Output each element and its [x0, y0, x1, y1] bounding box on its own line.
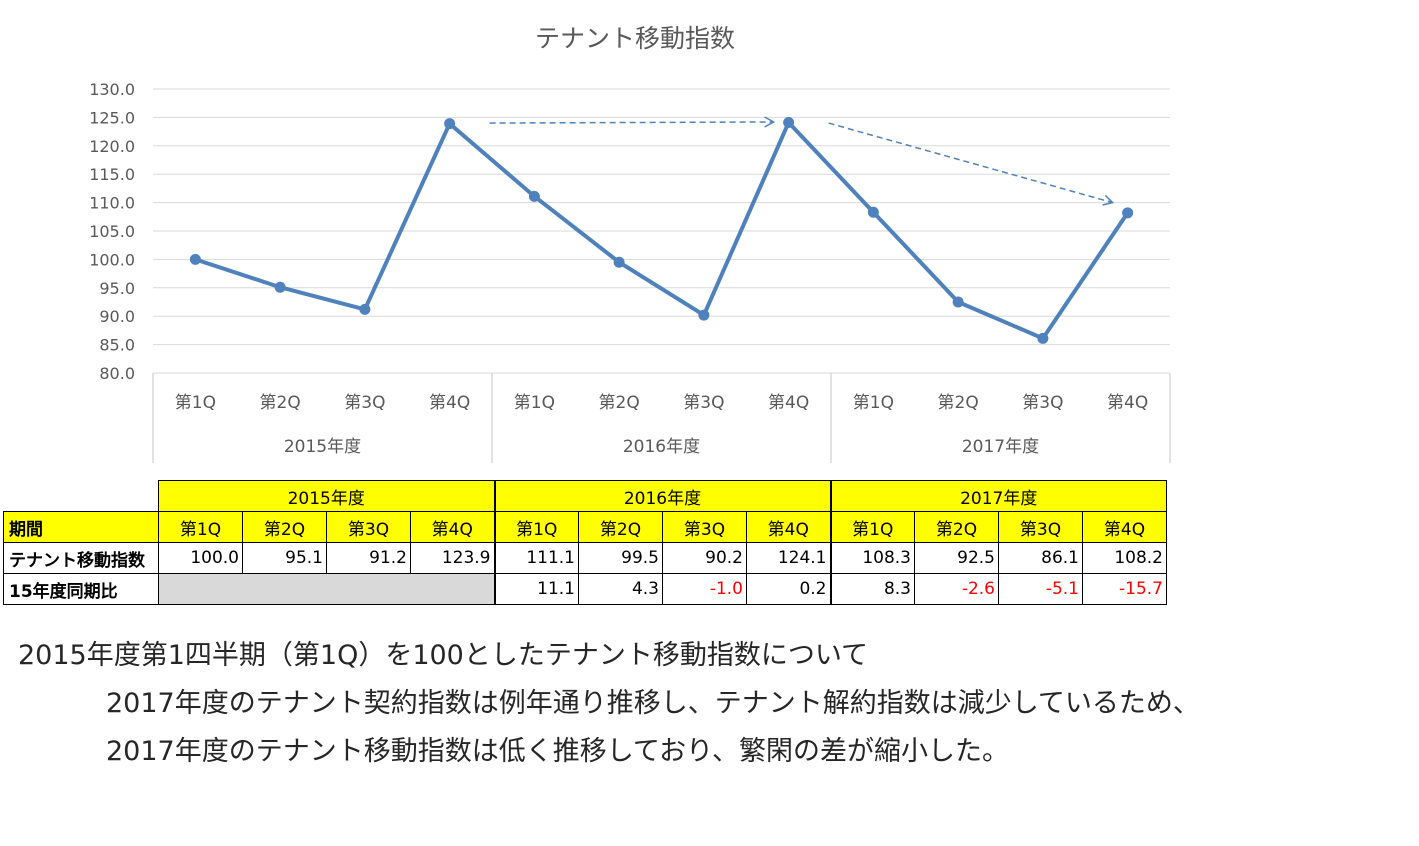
y-tick-label: 95.0 [99, 279, 135, 298]
table-index-value: 108.3 [829, 542, 915, 574]
data-point [867, 206, 879, 218]
table-year-2017: 2017年度 [829, 480, 1167, 512]
data-point [952, 296, 964, 308]
table-yoy-row: 15年度同期比 11.1 4.3 -1.0 0.2 8.3 -2.6 -5.1 … [3, 573, 1167, 605]
table-index-value: 108.2 [1082, 542, 1167, 574]
table-quarter: 第2Q [914, 511, 999, 543]
chart-title: テナント移動指数 [535, 24, 735, 53]
table-index-row: テナント移動指数 100.0 95.1 91.2 123.9 111.1 99.… [3, 542, 1167, 574]
data-point [359, 303, 371, 315]
line-chart: テナント移動指数 130.0125.0120.0115.0110.0105.01… [89, 24, 1171, 463]
x-tick-label: 第3Q [1022, 393, 1063, 413]
y-tick-label: 120.0 [89, 137, 135, 156]
x-tick-label: 第1Q [175, 393, 216, 413]
note-line-1: 2015年度第1四半期（第1Q）を100としたテナント移動指数について [18, 640, 869, 671]
data-point [274, 281, 286, 293]
table-yoy-value: 11.1 [493, 573, 579, 605]
table-index-value: 91.2 [326, 542, 411, 574]
x-group-label: 2016年度 [623, 437, 700, 457]
table-index-value: 90.2 [662, 542, 747, 574]
data-point [189, 253, 201, 265]
table-quarter: 第1Q [493, 511, 579, 543]
x-tick-label: 第2Q [260, 393, 301, 413]
table-index-value: 124.1 [746, 542, 831, 574]
table-index-value: 95.1 [242, 542, 327, 574]
x-tick-label: 第2Q [599, 393, 640, 413]
x-group-label: 2017年度 [962, 437, 1039, 457]
trend-arrow [828, 122, 1115, 206]
y-tick-label: 85.0 [99, 336, 135, 355]
table-year-2016: 2016年度 [493, 480, 831, 512]
table-yoy-value: 8.3 [829, 573, 915, 605]
data-table: 2015年度 2016年度 2017年度 期間 第1Q 第2Q 第3Q 第4Q … [3, 480, 1167, 605]
x-tick-label: 第4Q [1107, 393, 1148, 413]
gridlines [153, 88, 1170, 374]
table-quarter: 第1Q [158, 511, 243, 543]
table-quarter: 第3Q [662, 511, 747, 543]
data-point [1037, 332, 1049, 344]
data-point [698, 309, 710, 321]
table-index-value: 111.1 [493, 542, 579, 574]
x-tick-label: 第1Q [853, 393, 894, 413]
series-line [189, 117, 1134, 344]
x-tick-label: 第1Q [514, 393, 555, 413]
table-index-label: テナント移動指数 [3, 542, 159, 574]
table-index-value: 100.0 [158, 542, 243, 574]
y-tick-label: 80.0 [99, 364, 135, 383]
table-yoy-value: 0.2 [746, 573, 831, 605]
table-quarter: 第3Q [326, 511, 411, 543]
table-index-value: 86.1 [998, 542, 1083, 574]
table-quarter: 第2Q [578, 511, 663, 543]
x-tick-label: 第4Q [768, 393, 809, 413]
table-yoy-label: 15年度同期比 [3, 573, 159, 605]
x-group-label: 2015年度 [284, 437, 361, 457]
table-quarter: 第4Q [746, 511, 831, 543]
data-point [783, 117, 795, 129]
table-index-value: 123.9 [410, 542, 495, 574]
table-corner [4, 481, 159, 512]
note-line-3: 2017年度のテナント移動指数は低く推移しており、繁閑の差が縮小した。 [106, 736, 1010, 767]
table-period-label: 期間 [3, 511, 159, 543]
table-quarter: 第3Q [998, 511, 1083, 543]
table-yoy-value: -1.0 [662, 573, 747, 605]
x-tick-label: 第3Q [683, 393, 724, 413]
table-year-row: 2015年度 2016年度 2017年度 [4, 480, 1167, 512]
y-axis-ticks: 130.0 125.0 120.0 115.0 110.0 105.0 100.0 95.0 9… [89, 80, 135, 383]
table-index-value: 92.5 [914, 542, 999, 574]
x-tick-label: 第4Q [429, 393, 470, 413]
y-tick-label: 90.0 [99, 307, 135, 326]
table-index-value: 99.5 [578, 542, 663, 574]
table-yoy-blank [158, 573, 495, 605]
table-quarter: 第1Q [829, 511, 915, 543]
x-tick-label: 第2Q [938, 393, 979, 413]
table-quarter: 第2Q [242, 511, 327, 543]
table-yoy-value: -2.6 [914, 573, 999, 605]
trend-arrows [489, 116, 1115, 206]
trend-arrow [489, 116, 776, 128]
table-year-2015: 2015年度 [158, 480, 495, 512]
table-yoy-value: -5.1 [998, 573, 1083, 605]
notes-text: 2015年度第1四半期（第1Q）を100としたテナント移動指数について 2017… [18, 632, 1408, 776]
y-tick-label: 110.0 [89, 194, 135, 213]
data-point [613, 256, 625, 268]
table-yoy-value: 4.3 [578, 573, 663, 605]
table-yoy-value: -15.7 [1082, 573, 1167, 605]
data-point [528, 190, 540, 202]
y-tick-label: 100.0 [89, 250, 135, 269]
table-quarter: 第4Q [410, 511, 495, 543]
y-tick-label: 130.0 [89, 80, 135, 99]
data-point [1122, 207, 1134, 219]
data-point [444, 118, 456, 130]
y-tick-label: 115.0 [89, 165, 135, 184]
note-line-2: 2017年度のテナント契約指数は例年通り推移し、テナント解約指数は減少しているた… [106, 688, 1200, 719]
x-axis: 第1Q 第2Q 第3Q 第4Q 第1Q 第2Q 第3Q 第4Q 第1Q 第2Q 第3Q 第4Q 2015… [152, 372, 1171, 463]
y-tick-label: 105.0 [89, 222, 135, 241]
table-quarter-row: 期間 第1Q 第2Q 第3Q 第4Q 第1Q 第2Q 第3Q 第4Q 第1Q 第… [3, 511, 1167, 543]
x-tick-label: 第3Q [344, 393, 385, 413]
y-tick-label: 125.0 [89, 108, 135, 127]
series-line-path [194, 120, 1130, 341]
table-quarter: 第4Q [1082, 511, 1167, 543]
